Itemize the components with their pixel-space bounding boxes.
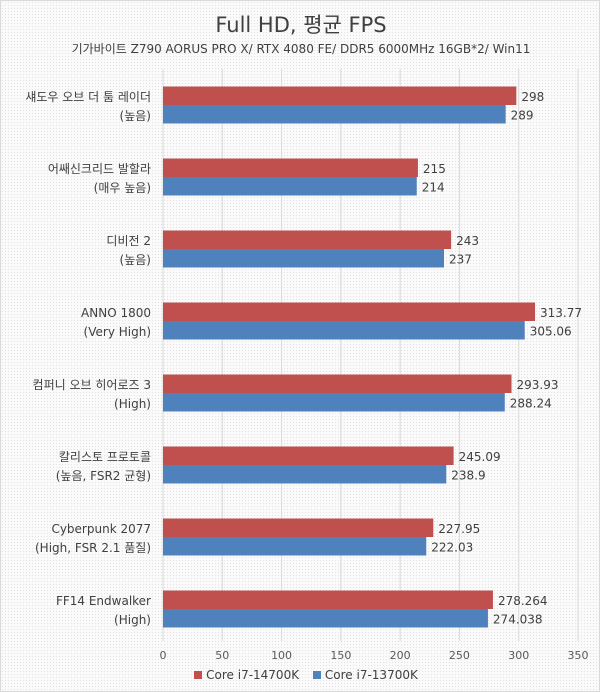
data-label: 305.06	[530, 324, 572, 338]
data-label: 245.09	[459, 450, 501, 464]
data-label: 278.264	[498, 594, 548, 608]
x-tick-label: 150	[330, 649, 351, 662]
data-label: 227.95	[438, 522, 480, 536]
data-label: 274.038	[493, 612, 543, 626]
legend-label-14700k: Core i7-14700K	[206, 667, 300, 682]
category-label: 컴퍼니 오브 히어로즈 3	[33, 378, 151, 392]
category-label: Cyberpunk 2077	[51, 522, 151, 536]
category-label: 섀도우 오브 더 툼 레이더	[25, 90, 151, 104]
data-label: 222.03	[431, 540, 473, 554]
bar-14700k	[163, 302, 536, 321]
data-label: 289	[511, 108, 534, 122]
bar-14700k	[163, 158, 418, 177]
x-tick-label: 50	[215, 649, 229, 662]
bar-13700k	[163, 105, 506, 124]
bar-13700k	[163, 465, 447, 484]
data-label: 215	[423, 162, 446, 176]
chart-subtitle: 기가바이트 Z790 AORUS PRO X/ RTX 4080 FE/ DDR…	[71, 42, 531, 56]
category-label: ANNO 1800	[81, 306, 151, 320]
category-sublabel: (매우 높음)	[94, 181, 151, 195]
category-sublabel: (Very High)	[84, 325, 151, 339]
category-label: 칼리스토 프로토콜	[59, 450, 151, 464]
data-label: 288.24	[510, 396, 552, 410]
bar-13700k	[163, 321, 525, 340]
data-label: 238.9	[451, 468, 485, 482]
category-sublabel: (High)	[114, 613, 151, 627]
data-label: 293.93	[517, 378, 559, 392]
category-label: 어쌔신크리드 발할라	[48, 162, 151, 176]
bar-14700k	[163, 230, 452, 249]
bar-13700k	[163, 537, 427, 556]
bar-13700k	[163, 609, 488, 628]
bar-14700k	[163, 518, 434, 537]
bar-13700k	[163, 393, 505, 412]
category-sublabel: (High)	[114, 397, 151, 411]
bar-13700k	[163, 249, 445, 268]
data-label: 298	[521, 90, 544, 104]
bar-14700k	[163, 590, 493, 609]
legend-swatch-13700k	[312, 670, 321, 679]
bar-14700k	[163, 374, 512, 393]
category-sublabel: (높음, FSR2 균형)	[56, 469, 151, 483]
data-label: 214	[422, 180, 445, 194]
category-sublabel: (높음)	[120, 109, 151, 123]
chart-title: Full HD, 평균 FPS	[215, 13, 387, 37]
category-sublabel: (High, FSR 2.1 품질)	[35, 541, 151, 555]
category-label: 디비전 2	[106, 234, 151, 248]
x-tick-label: 350	[568, 649, 589, 662]
legend: Core i7-14700K Core i7-13700K	[1, 667, 599, 682]
x-tick-label: 0	[160, 649, 167, 662]
legend-label-13700k: Core i7-13700K	[324, 667, 418, 682]
bar-13700k	[163, 177, 417, 196]
data-label: 237	[449, 252, 472, 266]
bar-14700k	[163, 446, 454, 465]
data-label: 313.77	[540, 306, 582, 320]
x-tick-label: 100	[271, 649, 292, 662]
category-label: FF14 Endwalker	[56, 594, 151, 608]
x-tick-label: 300	[508, 649, 529, 662]
x-tick-label: 200	[390, 649, 411, 662]
data-label: 243	[456, 234, 479, 248]
legend-swatch-14700k	[194, 670, 203, 679]
bar-14700k	[163, 86, 517, 105]
x-tick-label: 250	[449, 649, 470, 662]
category-sublabel: (높음)	[120, 253, 151, 267]
